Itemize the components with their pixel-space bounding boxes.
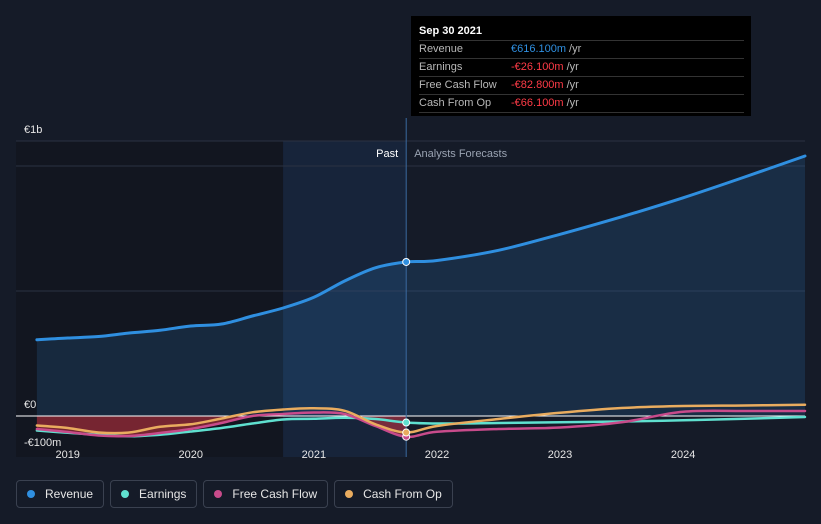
tooltip-value: €616.100m xyxy=(511,43,567,55)
y-tick-label: €0 xyxy=(24,399,36,411)
legend-item-cash-from-op[interactable]: Cash From Op xyxy=(334,480,453,508)
x-tick-label: 2021 xyxy=(302,449,326,461)
legend-dot-icon xyxy=(27,490,35,498)
y-tick-label: -€100m xyxy=(24,437,61,449)
tooltip-row-earnings: Earnings -€26.100m /yr xyxy=(419,58,744,76)
legend-item-revenue[interactable]: Revenue xyxy=(16,480,105,508)
revenue-line xyxy=(35,154,807,342)
legend-dot-icon xyxy=(345,490,354,498)
y-tick-label: €1b xyxy=(24,124,42,136)
tooltip-value: -€66.100m xyxy=(511,97,564,109)
tooltip-label: Earnings xyxy=(419,61,463,73)
x-tick-label: 2020 xyxy=(179,449,203,461)
revenue-area xyxy=(36,156,805,416)
tooltip-row-free-cash-flow: Free Cash Flow -€82.800m /yr xyxy=(419,76,744,94)
legend-label: Free Cash Flow xyxy=(232,487,318,501)
tooltip-unit: /yr xyxy=(566,79,579,91)
cash-from-op-marker xyxy=(402,428,411,437)
legend-item-free-cash-flow[interactable]: Free Cash Flow xyxy=(203,480,329,508)
tooltip-date: Sep 30 2021 xyxy=(419,25,482,37)
tooltip-row-cash-from-op: Cash From Op -€66.100m /yr xyxy=(419,94,744,113)
tooltip-label: Free Cash Flow xyxy=(419,79,497,91)
x-tick-label: 2022 xyxy=(425,449,449,461)
x-tick-label: 2023 xyxy=(548,449,572,461)
tooltip-value: -€26.100m xyxy=(511,61,564,73)
legend-label: Cash From Op xyxy=(363,487,442,501)
x-tick-label: 2024 xyxy=(671,449,695,461)
forecast-label: Analysts Forecasts xyxy=(414,148,507,160)
legend-label: Earnings xyxy=(139,487,187,501)
legend-dot-icon xyxy=(214,490,223,498)
tooltip: Sep 30 2021 Revenue €616.100m /yr Earnin… xyxy=(411,16,751,116)
revenue-marker xyxy=(402,257,411,266)
tooltip-label: Revenue xyxy=(419,43,464,55)
x-tick-label: 2019 xyxy=(55,449,79,461)
earnings-marker xyxy=(402,418,411,427)
past-label: Past xyxy=(376,148,398,160)
tooltip-unit: /yr xyxy=(566,97,579,109)
legend: Revenue Earnings Free Cash Flow Cash Fro… xyxy=(16,480,453,508)
free-cash-flow-line xyxy=(35,409,807,439)
legend-dot-icon xyxy=(121,490,130,498)
cash-from-op-line xyxy=(35,403,807,435)
past-highlight xyxy=(283,141,407,457)
tooltip-unit: /yr xyxy=(566,61,579,73)
tooltip-label: Cash From Op xyxy=(419,97,492,109)
tooltip-unit: /yr xyxy=(569,43,582,55)
legend-label: Revenue xyxy=(45,487,94,501)
tooltip-row-revenue: Revenue €616.100m /yr xyxy=(419,40,744,58)
tooltip-value: -€82.800m xyxy=(511,79,564,91)
legend-item-earnings[interactable]: Earnings xyxy=(110,480,198,508)
past-background xyxy=(16,141,284,457)
